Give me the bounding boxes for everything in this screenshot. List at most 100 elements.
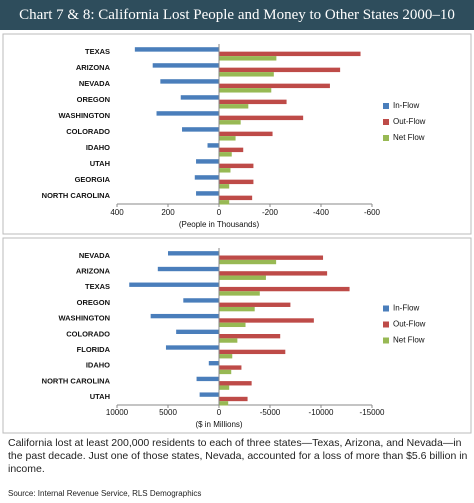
bar (156, 111, 219, 116)
bar (165, 345, 219, 350)
legend-label: Net Flow (393, 133, 425, 142)
bar (219, 136, 236, 141)
bar (219, 396, 248, 402)
bar (219, 349, 286, 355)
bar (219, 104, 249, 109)
charts: 400 200 0 -200 -400 -600 (People in Thousands)… (2, 33, 472, 434)
bar (219, 369, 232, 375)
bar (219, 322, 246, 328)
legend-swatch (383, 305, 389, 312)
bar (219, 51, 361, 57)
bar (219, 318, 314, 323)
x-tick-label: -10000 (309, 408, 334, 417)
bar (183, 298, 219, 303)
bar (199, 392, 219, 397)
x-tick-label: -15000 (360, 408, 385, 417)
legend-swatch (383, 103, 389, 109)
bar (219, 259, 277, 265)
bar (176, 329, 219, 335)
legend-swatch (383, 321, 389, 328)
x-axis-label: ($ in Millions) (195, 420, 242, 429)
legend-swatch (383, 337, 389, 344)
bar (219, 147, 244, 153)
bar (219, 302, 291, 307)
bar (219, 67, 341, 73)
bar (219, 163, 254, 169)
bar (219, 271, 328, 276)
x-tick-label: -200 (262, 208, 279, 217)
bar (196, 376, 219, 382)
category-label: ARIZONA (76, 267, 111, 276)
bar (219, 385, 230, 390)
bar (219, 88, 272, 93)
panel (2, 33, 472, 235)
legend-label: Net Flow (393, 336, 425, 345)
category-label: COLORADO (66, 127, 110, 136)
x-tick-label: -5000 (260, 408, 281, 417)
bar (219, 56, 277, 61)
bar (219, 338, 238, 343)
category-label: OREGON (77, 95, 110, 104)
legend-swatch (383, 119, 389, 125)
bar (208, 361, 219, 366)
bar (194, 175, 219, 180)
bar (219, 365, 242, 370)
legend-label: In-Flow (393, 101, 419, 110)
x-tick-label: 200 (161, 208, 175, 217)
bar (219, 184, 230, 189)
legend-label: In-Flow (393, 304, 419, 313)
bar (219, 354, 233, 359)
bar (150, 313, 219, 319)
bar (219, 200, 230, 205)
category-label: GEORGIA (75, 175, 111, 184)
legend-swatch (383, 135, 389, 141)
category-label: WASHINGTON (58, 314, 110, 323)
source: Source: Internal Revenue Service, RLS De… (8, 489, 202, 498)
category-label: NORTH CAROLINA (42, 376, 111, 385)
x-tick-label: 0 (217, 408, 222, 417)
caption: California lost at least 200,000 residen… (8, 437, 468, 475)
category-label: IDAHO (86, 143, 110, 152)
bar (219, 99, 287, 105)
bar (219, 286, 350, 292)
x-tick-label: 10000 (106, 408, 129, 417)
bar (196, 159, 219, 164)
bar (219, 381, 252, 386)
category-label: UTAH (90, 392, 110, 401)
bar (219, 401, 229, 406)
legend-label: Out-Flow (393, 320, 426, 329)
category-label: ARIZONA (76, 63, 111, 72)
x-tick-label: 5000 (159, 408, 177, 417)
category-label: NEVADA (79, 79, 111, 88)
x-tick-label: -600 (364, 208, 381, 217)
bar (219, 115, 304, 121)
bar (219, 168, 231, 173)
bar (134, 47, 219, 52)
bar (219, 291, 260, 296)
bar (152, 63, 219, 68)
bar (207, 143, 219, 148)
bar (196, 191, 219, 196)
category-label: TEXAS (85, 47, 110, 56)
bar (219, 131, 273, 137)
bar (157, 266, 219, 272)
category-label: FLORIDA (77, 345, 111, 354)
category-label: TEXAS (85, 282, 110, 291)
bar (219, 275, 266, 280)
category-label: NORTH CAROLINA (42, 191, 111, 200)
bar (219, 152, 232, 157)
bar (219, 72, 274, 77)
x-tick-label: 400 (110, 208, 124, 217)
bar (219, 334, 281, 339)
category-label: IDAHO (86, 361, 110, 370)
category-label: NEVADA (79, 251, 111, 260)
x-axis-label: (People in Thousands) (179, 220, 260, 229)
category-label: WASHINGTON (58, 111, 110, 120)
page-title: Chart 7 & 8: California Lost People and … (0, 0, 474, 30)
bar (219, 83, 330, 89)
bar (160, 79, 219, 84)
bar (219, 120, 241, 125)
bar (219, 179, 254, 185)
category-label: UTAH (90, 159, 110, 168)
